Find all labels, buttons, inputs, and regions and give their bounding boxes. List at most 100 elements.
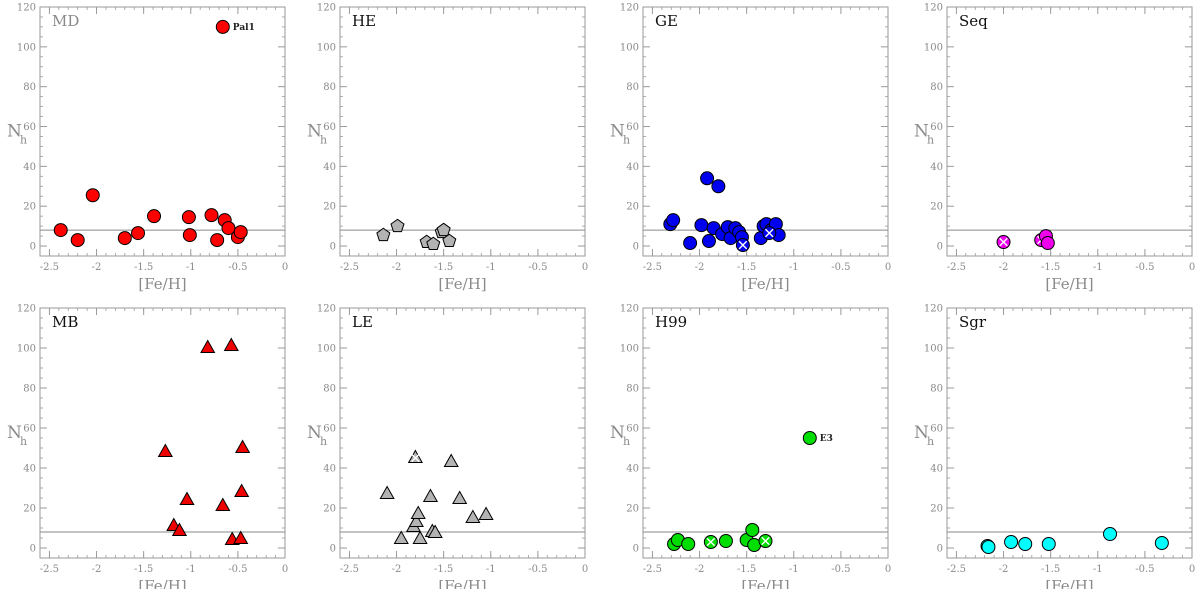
y-tick-label: 120 <box>620 3 639 14</box>
x-tick-label: -0.5 <box>1135 564 1154 575</box>
y-tick-label: 80 <box>626 384 639 395</box>
x-axis-title: [Fe/H] <box>1045 577 1093 589</box>
data-point <box>379 485 395 499</box>
data-point <box>745 523 760 537</box>
data-point <box>70 233 85 248</box>
point-marker <box>666 213 681 228</box>
y-tick-label: 100 <box>317 42 336 53</box>
y-tick-label: 20 <box>23 202 36 213</box>
y-tick-label: 80 <box>626 82 639 93</box>
x-tick-label: 0 <box>282 262 288 273</box>
y-axis-title: N <box>307 423 322 443</box>
y-tick-label: 40 <box>930 464 943 475</box>
y-tick-label: 100 <box>924 42 943 53</box>
y-tick-label: 80 <box>323 82 336 93</box>
y-tick-label: 40 <box>323 464 336 475</box>
point-marker <box>407 449 423 463</box>
point-annotation: E3 <box>820 434 833 444</box>
point-marker <box>1103 527 1118 541</box>
x-tick-label: -2 <box>92 262 102 273</box>
point-marker <box>981 540 996 554</box>
data-point <box>694 218 709 233</box>
point-marker <box>412 530 428 544</box>
point-marker <box>427 524 443 538</box>
cross-mark <box>738 240 748 250</box>
x-tick-label: -1.5 <box>134 262 153 273</box>
data-point <box>390 218 405 233</box>
data-point <box>171 522 188 536</box>
x-tick-label: -1 <box>1093 262 1103 273</box>
point-marker <box>1018 537 1033 551</box>
y-tick-label: 60 <box>323 122 336 133</box>
data-point <box>157 443 173 457</box>
point-marker <box>1041 537 1056 551</box>
point-marker <box>478 506 494 520</box>
point-marker <box>200 339 216 353</box>
y-axis-title: N <box>914 122 929 142</box>
x-tick-label: 0 <box>582 262 588 273</box>
y-tick-label: 40 <box>626 464 639 475</box>
x-tick-label: -2 <box>999 262 1009 273</box>
data-point <box>1154 536 1169 550</box>
x-tick-label: -2.5 <box>643 564 662 575</box>
data-point <box>452 490 468 504</box>
y-tick-label: 60 <box>23 424 36 435</box>
panel-md: -2.5 -2 -1.5 -1 -0.5 0 0 20 40 60 80 100 120 [Fe/H] Nh… <box>7 3 288 294</box>
x-axis-title: [Fe/H] <box>1045 275 1093 293</box>
x-tick-label: -0.5 <box>831 564 850 575</box>
data-point <box>443 453 459 467</box>
point-marker <box>700 171 715 186</box>
x-tick-label: -2 <box>695 564 705 575</box>
panel-label: H99 <box>655 313 687 331</box>
panel-ge: -2.5 -2 -1.5 -1 -0.5 0 0 20 40 60 80 100 120 [Fe/H] Nh… <box>610 3 891 294</box>
y-tick-label: 40 <box>23 162 36 173</box>
y-tick-label: 60 <box>626 424 639 435</box>
y-axis-title-subscript: h <box>623 134 630 147</box>
panel-le: -2.5 -2 -1.5 -1 -0.5 0 0 20 40 60 80 100 120 [Fe/H] Nh… <box>307 304 588 589</box>
data-point <box>408 513 424 527</box>
point-marker <box>234 439 251 453</box>
point-marker <box>204 208 219 223</box>
x-tick-label: -2 <box>392 564 402 575</box>
cross-mark <box>761 536 770 546</box>
x-tick-label: -1.5 <box>134 564 153 575</box>
x-axis-title: [Fe/H] <box>438 275 486 293</box>
point-marker <box>422 488 439 502</box>
point-marker <box>376 227 391 242</box>
data-point <box>182 228 197 243</box>
data-point <box>181 210 196 225</box>
x-tick-label: -1 <box>186 262 196 273</box>
x-tick-label: -2.5 <box>40 564 59 575</box>
panel-sgr: -2.5 -2 -1.5 -1 -0.5 0 0 20 40 60 80 100 120 [Fe/H] Nh… <box>914 304 1195 589</box>
data-point <box>233 530 249 544</box>
panel-mb: -2.5 -2 -1.5 -1 -0.5 0 0 20 40 60 80 100 120 [Fe/H] Nh… <box>7 304 288 589</box>
data-point <box>131 226 145 241</box>
point-marker <box>131 226 145 241</box>
point-marker <box>1004 535 1019 549</box>
x-tick-label: -2.5 <box>947 262 966 273</box>
data-point <box>666 213 681 228</box>
y-axis-title-subscript: h <box>320 134 327 147</box>
point-marker <box>408 513 424 527</box>
cross-mark <box>411 453 420 463</box>
y-tick-label: 120 <box>620 304 639 315</box>
y-tick-label: 40 <box>23 464 36 475</box>
panel-label: MD <box>52 12 79 30</box>
y-tick-label: 20 <box>930 202 943 213</box>
point-marker <box>117 231 132 246</box>
cross-mark <box>999 237 1008 247</box>
point-marker <box>718 534 733 548</box>
plot-frame <box>946 6 1193 257</box>
data-point <box>233 225 248 240</box>
point-marker <box>233 225 248 240</box>
x-tick-label: -1 <box>486 262 496 273</box>
x-tick-label: 0 <box>1189 564 1195 575</box>
plot-frame <box>339 307 586 559</box>
point-marker <box>745 523 760 537</box>
plot-frame <box>642 307 889 559</box>
data-point <box>711 179 726 194</box>
point-marker <box>683 236 698 251</box>
y-tick-label: 100 <box>17 42 36 53</box>
x-tick-label: -1.5 <box>434 564 453 575</box>
x-tick-label: -2.5 <box>40 262 59 273</box>
